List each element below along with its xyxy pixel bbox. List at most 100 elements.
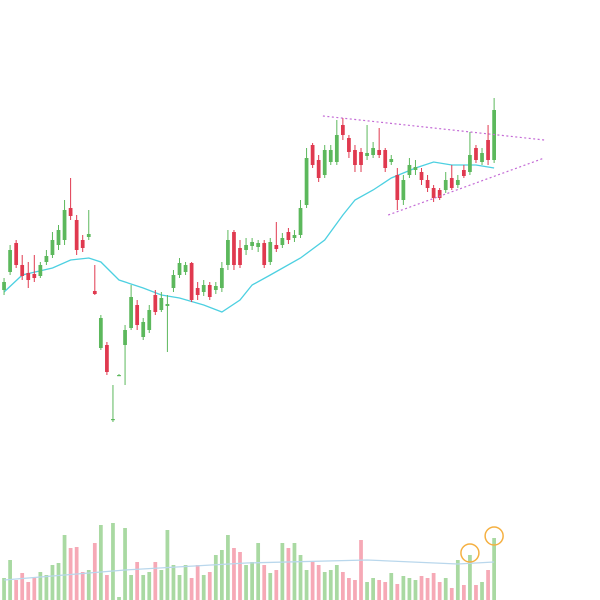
volume-bar: [274, 570, 279, 600]
volume-bar: [80, 572, 85, 600]
candle-body: [111, 419, 115, 421]
volume-bar: [38, 572, 43, 600]
candle-body: [177, 263, 182, 275]
candle-body: [26, 273, 31, 280]
candle-body: [201, 285, 206, 292]
volume-bar: [32, 578, 37, 600]
volume-bar: [413, 580, 418, 600]
candle-body: [56, 230, 61, 245]
volume-bar: [262, 565, 267, 600]
volume-bar: [14, 580, 19, 600]
candle-body: [256, 243, 261, 247]
candle-body: [347, 138, 351, 152]
candle-body: [189, 263, 194, 300]
volume-bar: [123, 528, 127, 600]
candle-body: [74, 220, 79, 250]
candle-body: [135, 305, 140, 325]
candle-body: [334, 135, 339, 162]
volume-bar: [117, 597, 121, 600]
volume-bar: [371, 578, 375, 600]
volume-bar: [244, 565, 248, 600]
volume-bar: [26, 582, 31, 600]
volume-bar: [62, 535, 67, 600]
volume-bar: [280, 543, 285, 600]
candle-body: [328, 150, 333, 162]
candle-body: [280, 238, 285, 245]
volume-highlight: [460, 543, 480, 563]
candle-body: [274, 245, 279, 249]
candle-body: [401, 180, 406, 200]
candle-body: [383, 150, 388, 168]
volume-bar: [377, 580, 382, 600]
volume-bar: [486, 570, 490, 600]
volume-bar: [171, 565, 176, 600]
candle-body: [316, 160, 321, 178]
candle-body: [207, 285, 212, 297]
volume-bar: [20, 573, 25, 600]
candle-body: [238, 248, 242, 265]
candle-body: [38, 265, 43, 276]
volume-bar: [232, 548, 236, 600]
volume-bar: [50, 565, 55, 600]
candle-body: [449, 178, 454, 188]
candle-body: [232, 232, 236, 265]
volume-bar: [201, 575, 206, 600]
candle-body: [244, 245, 248, 250]
candle-body: [226, 240, 230, 265]
candle-body: [68, 208, 73, 216]
candle-body: [8, 250, 12, 272]
volume-bar: [492, 538, 496, 600]
volume-bar: [219, 550, 224, 600]
candle-body: [86, 234, 91, 237]
volume-bar: [86, 570, 91, 600]
candle-body: [310, 145, 315, 165]
candle-body: [322, 150, 327, 175]
volume-bar: [2, 578, 6, 600]
volume-bar: [292, 543, 297, 600]
volume-bar: [322, 572, 327, 600]
volume-bar: [461, 585, 466, 600]
candle-body: [153, 295, 158, 312]
volume-ma-line: [4, 559, 495, 581]
volume-bar: [468, 555, 472, 600]
candle-body: [407, 165, 412, 175]
candle-body: [353, 150, 357, 165]
candle-body: [389, 159, 394, 162]
volume-bar: [256, 543, 261, 600]
volume-bar: [383, 582, 388, 600]
candle-body: [159, 298, 164, 310]
candle-body: [98, 318, 103, 348]
volume-bar: [304, 570, 309, 600]
candle-body: [486, 140, 490, 160]
candle-body: [171, 275, 176, 288]
trendline: [322, 115, 545, 141]
candle-body: [340, 125, 345, 135]
volume-bar: [431, 573, 436, 600]
candle-body: [92, 291, 97, 294]
volume-bar: [474, 585, 478, 600]
volume-bar: [238, 552, 242, 600]
volume-bar: [395, 584, 400, 600]
candle-body: [80, 240, 85, 248]
volume-bar: [98, 525, 103, 600]
candle-body: [219, 268, 224, 288]
candle-body: [165, 304, 170, 306]
candle-body: [286, 232, 291, 240]
volume-bar: [347, 578, 351, 600]
candle-body: [62, 210, 67, 240]
candle-body: [425, 180, 430, 188]
candle-body: [44, 256, 49, 262]
volume-bar: [480, 582, 484, 600]
candle-body: [147, 310, 152, 330]
candle-body: [105, 345, 109, 372]
candle-body: [419, 172, 424, 180]
volume-highlight: [484, 526, 504, 546]
candle-body: [365, 153, 369, 156]
volume-bar: [165, 530, 170, 600]
candle-body: [455, 180, 460, 185]
volume-bar: [353, 580, 357, 600]
candle-body: [14, 243, 19, 265]
candle-body: [298, 208, 303, 235]
candle-body: [292, 235, 297, 238]
